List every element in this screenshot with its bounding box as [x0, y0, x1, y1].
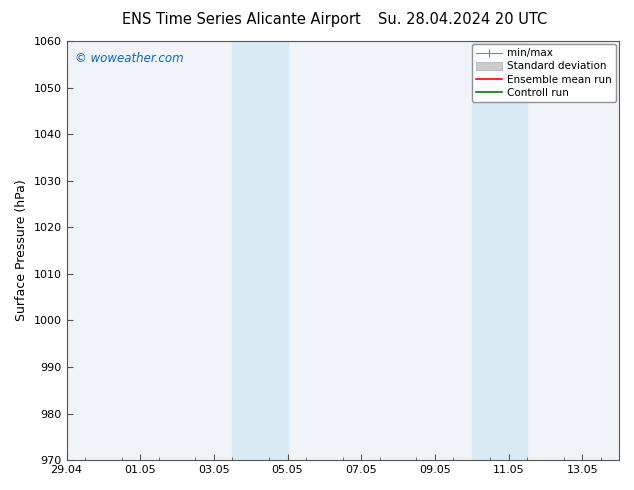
Y-axis label: Surface Pressure (hPa): Surface Pressure (hPa) [15, 180, 28, 321]
Text: Su. 28.04.2024 20 UTC: Su. 28.04.2024 20 UTC [378, 12, 547, 27]
Bar [232, 41, 288, 460]
Text: © woweather.com: © woweather.com [75, 51, 183, 65]
Legend: min/max, Standard deviation, Ensemble mean run, Controll run: min/max, Standard deviation, Ensemble me… [472, 44, 616, 102]
Text: ENS Time Series Alicante Airport: ENS Time Series Alicante Airport [122, 12, 360, 27]
Bar [472, 41, 527, 460]
